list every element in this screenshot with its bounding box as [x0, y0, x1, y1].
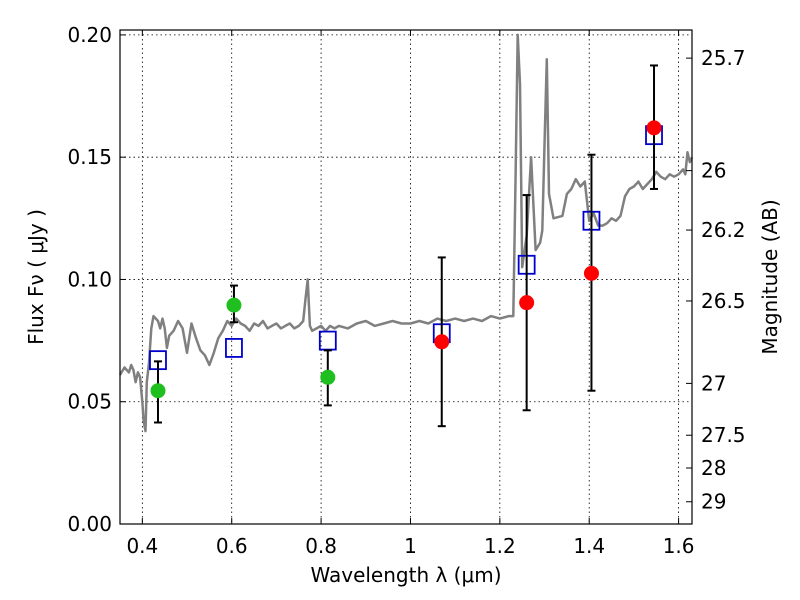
right-tick-label: 26.5	[701, 289, 746, 313]
x-tick-label: 0.6	[216, 534, 248, 558]
right-tick-label: 29	[701, 490, 726, 514]
right-axis-label-text: Magnitude (AB)	[758, 199, 782, 354]
model-spectrum-line	[118, 33, 694, 433]
blue-square-point	[318, 330, 337, 351]
x-axis-label: Wavelength λ (μm)	[310, 563, 501, 587]
red-point	[434, 334, 450, 350]
y-tick-label: 0.15	[67, 145, 112, 169]
y-axis-label-text: Flux Fν ( μJy )	[24, 209, 48, 345]
red-point	[646, 120, 662, 136]
red-point	[583, 265, 599, 281]
x-tick-label: 0.4	[126, 534, 158, 558]
right-axis-label: Magnitude (AB)	[758, 199, 782, 354]
x-tick-label: 0.8	[305, 534, 337, 558]
x-tick-label: 1.6	[663, 534, 695, 558]
y-axis-label: Flux Fν ( μJy )	[24, 209, 48, 345]
green-point	[226, 297, 242, 313]
grid-lines	[120, 30, 692, 524]
right-tick-label: 27	[701, 371, 726, 395]
y-tick-label: 0.20	[67, 23, 112, 47]
plot-frame	[119, 29, 693, 525]
right-tick-label: 27.5	[701, 423, 746, 447]
right-tick-label: 26.2	[701, 218, 746, 242]
y-tick-label: 0.10	[67, 267, 112, 291]
green-point	[320, 369, 336, 385]
blue-square-point	[225, 338, 243, 358]
x-tick-label: 1.4	[573, 534, 605, 558]
right-tick-label: 26	[701, 159, 726, 183]
y-tick-label: 0.05	[67, 390, 112, 414]
x-axis-label-text: Wavelength λ (μm)	[310, 563, 501, 587]
right-tick-label: 25.7	[701, 46, 746, 70]
axis-ticks	[120, 30, 692, 525]
x-tick-label: 1.2	[484, 534, 516, 558]
x-tick-label: 1	[404, 534, 417, 558]
red-point	[519, 295, 535, 311]
green-point	[150, 383, 166, 399]
tick-labels: 0.4 0.6 0.8 1 1.2 1.4 1.6 0.00 0.05 0.10 0.15 0.20 2…	[67, 23, 745, 558]
data-points	[149, 64, 663, 428]
right-tick-label: 28	[701, 456, 726, 480]
y-tick-label: 0.00	[67, 512, 112, 536]
model-spectrum	[118, 33, 694, 433]
